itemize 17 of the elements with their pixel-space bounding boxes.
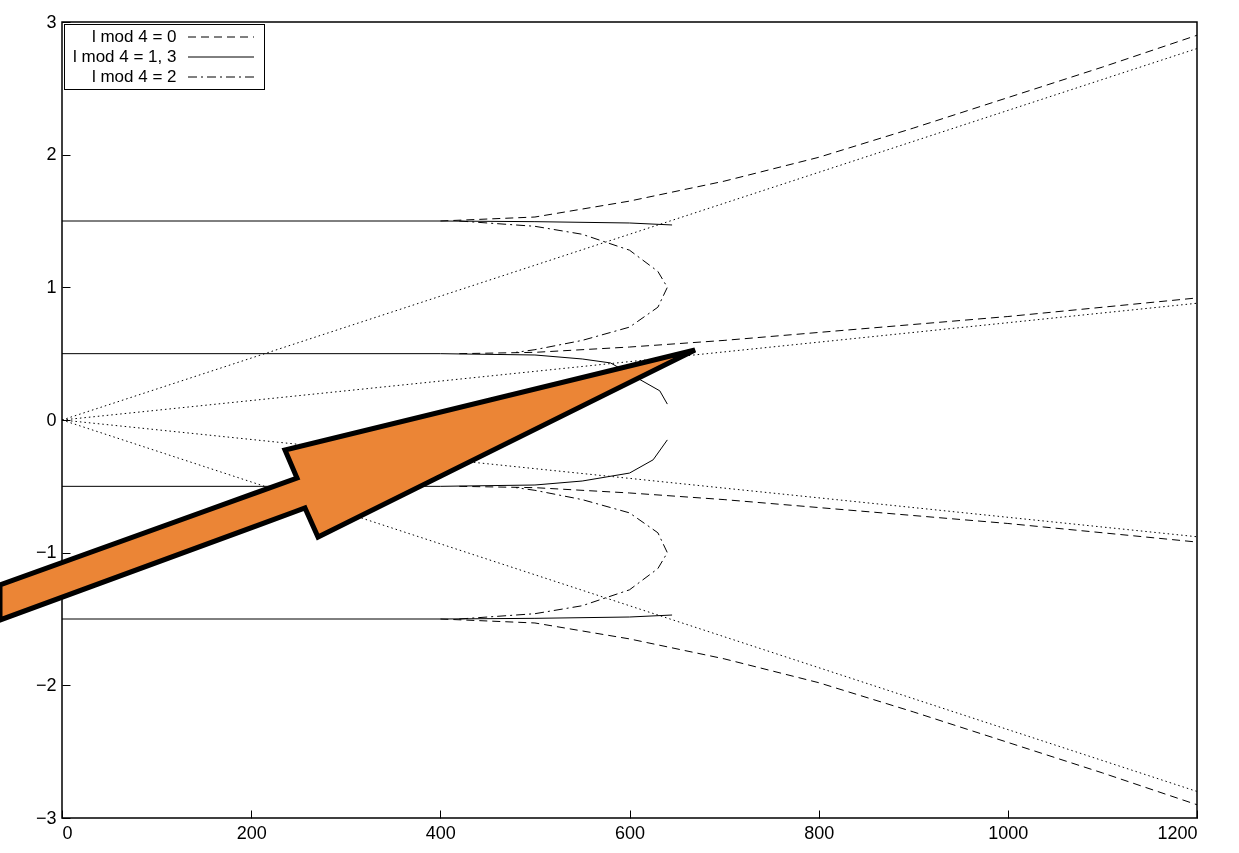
y-tick-label: 1 bbox=[46, 276, 57, 297]
y-tick-label: −2 bbox=[35, 674, 57, 695]
x-tick-label: 600 bbox=[614, 822, 646, 843]
y-tick-label: −1 bbox=[35, 542, 57, 563]
legend-label: l mod 4 = 0 bbox=[91, 27, 177, 47]
y-tick-label: 2 bbox=[46, 144, 57, 165]
x-tick-label: 0 bbox=[62, 822, 73, 843]
x-tick-label: 200 bbox=[236, 822, 267, 843]
x-tick-label: 800 bbox=[804, 822, 835, 843]
y-tick-label: 3 bbox=[46, 11, 57, 32]
legend-label: l mod 4 = 2 bbox=[91, 67, 177, 87]
x-tick-label: 1000 bbox=[988, 822, 1029, 843]
y-tick-label: −3 bbox=[35, 807, 57, 828]
x-tick-label: 400 bbox=[425, 822, 456, 843]
y-tick-label: 0 bbox=[46, 409, 57, 430]
legend-label: l mod 4 = 1, 3 bbox=[73, 47, 177, 67]
x-tick-label: 1200 bbox=[1157, 822, 1198, 843]
